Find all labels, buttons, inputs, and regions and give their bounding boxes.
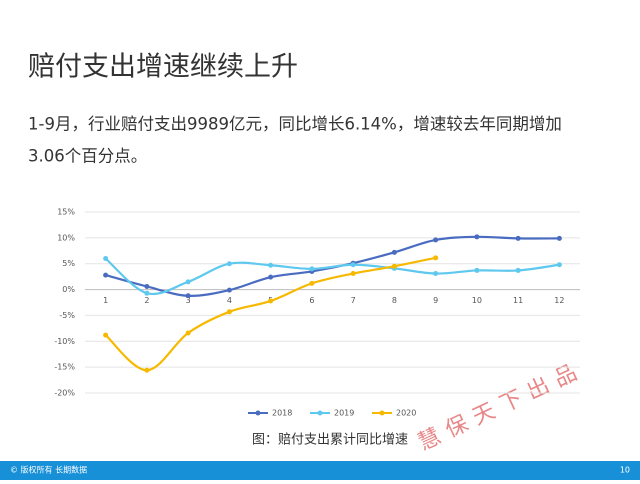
data-point	[350, 271, 356, 277]
body-line: 3.06个百分点。	[28, 147, 147, 166]
data-point	[268, 274, 274, 280]
x-tick-label: 8	[392, 296, 397, 305]
data-point	[433, 255, 439, 261]
legend-label: 2019	[334, 409, 354, 418]
data-point	[309, 266, 315, 272]
data-point	[350, 262, 356, 268]
data-point	[144, 290, 150, 296]
data-point	[474, 267, 480, 273]
y-tick-label: -20%	[54, 389, 75, 398]
slide-title: 赔付支出增速继续上升	[28, 52, 298, 83]
x-tick-label: 9	[433, 296, 438, 305]
data-point	[103, 272, 109, 278]
x-tick-label: 3	[186, 296, 191, 305]
data-point	[103, 256, 109, 262]
x-tick-label: 2	[144, 296, 149, 305]
footer-copyright: © 版权所有 长期数据	[10, 465, 87, 475]
y-tick-label: -5%	[59, 311, 75, 320]
y-tick-label: 5%	[62, 259, 75, 268]
data-point	[515, 235, 521, 241]
data-point	[185, 293, 191, 299]
series-line	[104, 257, 560, 296]
data-point	[268, 298, 274, 304]
data-point	[433, 271, 439, 277]
data-point	[268, 262, 274, 268]
data-point	[556, 235, 562, 241]
x-tick-label: 6	[309, 296, 314, 305]
x-tick-label: 10	[472, 296, 482, 305]
data-point	[226, 309, 232, 315]
chart-caption: 图：赔付支出累计同比增速	[252, 433, 408, 448]
footer-bar	[0, 461, 640, 480]
legend-label: 2020	[396, 409, 416, 418]
data-point	[391, 249, 397, 255]
data-point	[226, 261, 232, 267]
data-point	[433, 237, 439, 243]
y-tick-label: -15%	[54, 363, 75, 372]
body-line: 1-9月，行业赔付支出9989亿元，同比增长6.14%，增速较去年同期增加	[28, 115, 562, 134]
data-point	[391, 263, 397, 269]
data-point	[103, 332, 109, 338]
data-point	[226, 287, 232, 293]
watermark: 慧保天下出品	[415, 357, 589, 456]
y-tick-label: 10%	[57, 233, 75, 242]
data-point	[144, 283, 150, 289]
data-point	[474, 234, 480, 240]
legend-marker	[255, 410, 261, 416]
legend-marker	[379, 410, 385, 416]
legend-marker	[317, 410, 323, 416]
data-point	[185, 330, 191, 336]
data-point	[185, 279, 191, 285]
x-tick-label: 4	[227, 296, 232, 305]
y-tick-label: 0%	[62, 285, 75, 294]
data-point	[309, 280, 315, 286]
y-tick-label: 15%	[57, 208, 75, 217]
page-number: 10	[620, 466, 630, 475]
x-tick-label: 1	[103, 296, 108, 305]
y-tick-label: -10%	[54, 337, 75, 346]
x-tick-label: 12	[554, 296, 564, 305]
data-point	[556, 262, 562, 268]
data-point	[515, 267, 521, 273]
legend-label: 2018	[272, 409, 292, 418]
x-tick-label: 7	[351, 296, 356, 305]
x-tick-label: 11	[513, 296, 523, 305]
data-point	[144, 367, 150, 373]
